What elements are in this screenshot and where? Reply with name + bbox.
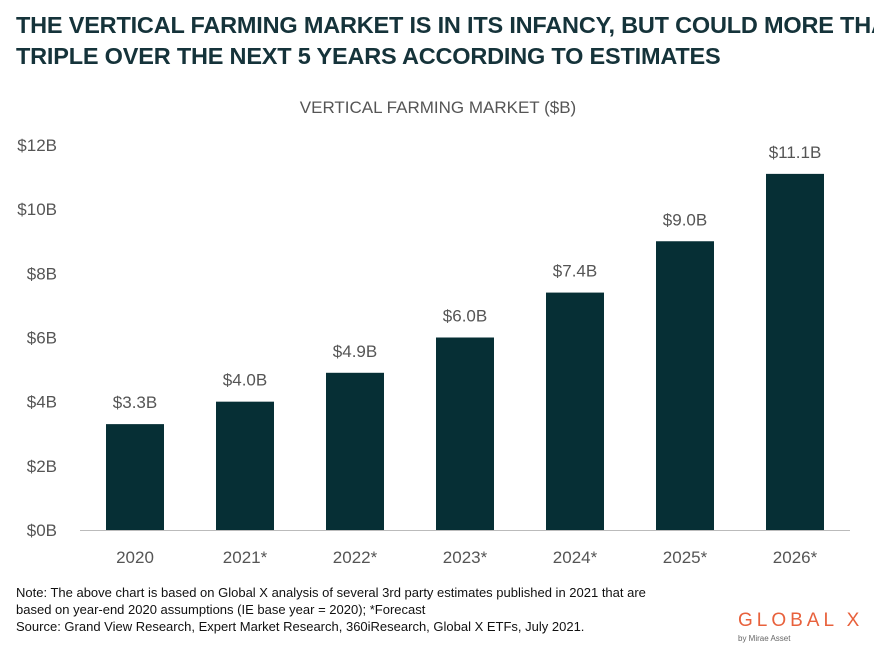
bar: [216, 401, 274, 530]
y-tick-label: $4B: [27, 393, 57, 412]
footnote-line-1: Note: The above chart is based on Global…: [16, 585, 646, 600]
logo-wordmark: GLOBAL X: [738, 610, 864, 631]
footnote-line-2: based on year-end 2020 assumptions (IE b…: [16, 602, 426, 617]
y-tick-label: $2B: [27, 457, 57, 476]
x-tick-label: 2021*: [223, 548, 268, 567]
y-tick-label: $10B: [17, 200, 57, 219]
data-label: $9.0B: [663, 210, 707, 229]
bar: [436, 337, 494, 530]
x-tick-label: 2025*: [663, 548, 708, 567]
data-label: $11.1B: [769, 143, 822, 162]
headline: THE VERTICAL FARMING MARKET IS IN ITS IN…: [16, 10, 874, 72]
source-line: Source: Grand View Research, Expert Mark…: [16, 619, 585, 634]
y-tick-label: $6B: [27, 329, 57, 348]
bar: [656, 241, 714, 530]
x-tick-label: 2020: [116, 548, 154, 567]
bar: [546, 292, 604, 530]
x-tick-label: 2024*: [553, 548, 598, 567]
y-axis: $0B $2B $4B $6B $8B $10B $12B: [17, 136, 57, 540]
x-tick-label: 2026*: [773, 548, 818, 567]
x-tick-label: 2022*: [333, 548, 378, 567]
bar-chart: VERTICAL FARMING MARKET ($B) $0B $2B $4B $6…: [17, 98, 850, 567]
bar: [766, 173, 824, 530]
footnote: Note: The above chart is based on Global…: [16, 584, 716, 635]
bar: [326, 372, 384, 530]
logo-subtitle: by Mirae Asset: [738, 634, 791, 643]
y-tick-label: $12B: [17, 136, 57, 155]
global-x-logo: GLOBAL X by Mirae Asset: [738, 610, 868, 643]
data-label: $4.9B: [333, 342, 377, 361]
chart-title: VERTICAL FARMING MARKET ($B): [300, 98, 576, 117]
data-label: $4.0B: [223, 371, 267, 390]
data-label: $6.0B: [443, 307, 487, 326]
headline-line-2: TRIPLE OVER THE NEXT 5 YEARS ACCORDING T…: [16, 43, 721, 69]
headline-line-1: THE VERTICAL FARMING MARKET IS IN ITS IN…: [16, 12, 874, 38]
x-axis: 2020 2021* 2022* 2023* 2024* 2025* 2026*: [116, 548, 818, 567]
data-label: $7.4B: [553, 262, 597, 281]
y-tick-label: $0B: [27, 521, 57, 540]
y-tick-label: $8B: [27, 264, 57, 283]
bars: $3.3B $4.0B $4.9B $6.0B $7.4B $9.0B $11.1B: [106, 143, 824, 530]
data-label: $3.3B: [113, 393, 157, 412]
x-tick-label: 2023*: [443, 548, 488, 567]
bar: [106, 424, 164, 530]
